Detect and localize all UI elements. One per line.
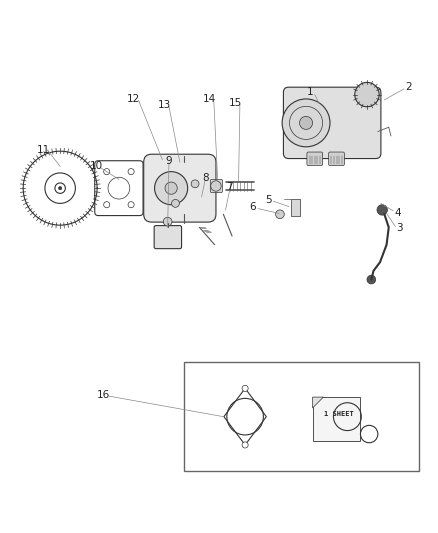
FancyBboxPatch shape: [283, 87, 381, 158]
Circle shape: [128, 168, 134, 175]
Text: 7: 7: [226, 182, 233, 192]
Circle shape: [58, 187, 62, 190]
Text: 8: 8: [202, 173, 208, 183]
Polygon shape: [291, 199, 300, 216]
Text: 3: 3: [396, 223, 403, 233]
Text: 13: 13: [158, 100, 171, 110]
Circle shape: [191, 180, 199, 188]
Circle shape: [104, 201, 110, 208]
Circle shape: [172, 199, 180, 207]
Bar: [184, 362, 419, 471]
Circle shape: [155, 172, 187, 205]
Text: 6: 6: [250, 203, 256, 212]
Text: 12: 12: [127, 93, 140, 103]
Text: 9: 9: [166, 156, 172, 166]
Circle shape: [104, 168, 110, 175]
FancyBboxPatch shape: [144, 154, 216, 222]
Circle shape: [211, 181, 221, 191]
Polygon shape: [224, 389, 266, 445]
Circle shape: [128, 201, 134, 208]
Text: 15: 15: [229, 98, 242, 108]
Circle shape: [242, 385, 248, 391]
Text: 10: 10: [90, 161, 103, 172]
Circle shape: [282, 99, 330, 147]
Text: 16: 16: [97, 390, 110, 400]
Circle shape: [55, 183, 65, 193]
Circle shape: [276, 210, 284, 219]
Text: 5: 5: [265, 195, 272, 205]
Circle shape: [165, 182, 177, 194]
Text: 14: 14: [202, 93, 215, 103]
FancyBboxPatch shape: [210, 180, 223, 192]
Text: 1 SHEET: 1 SHEET: [324, 411, 353, 417]
Polygon shape: [313, 397, 323, 408]
Circle shape: [300, 116, 313, 130]
Text: 11: 11: [36, 145, 50, 155]
Circle shape: [377, 205, 388, 215]
Circle shape: [163, 217, 172, 226]
Text: 1: 1: [307, 87, 314, 98]
Bar: [313, 397, 360, 441]
Circle shape: [242, 442, 248, 448]
FancyBboxPatch shape: [95, 161, 143, 215]
FancyBboxPatch shape: [307, 152, 322, 166]
Text: 2: 2: [405, 82, 412, 92]
Circle shape: [367, 275, 376, 284]
FancyBboxPatch shape: [328, 152, 344, 166]
Circle shape: [355, 83, 379, 107]
FancyBboxPatch shape: [154, 225, 182, 249]
Text: 4: 4: [394, 207, 401, 217]
